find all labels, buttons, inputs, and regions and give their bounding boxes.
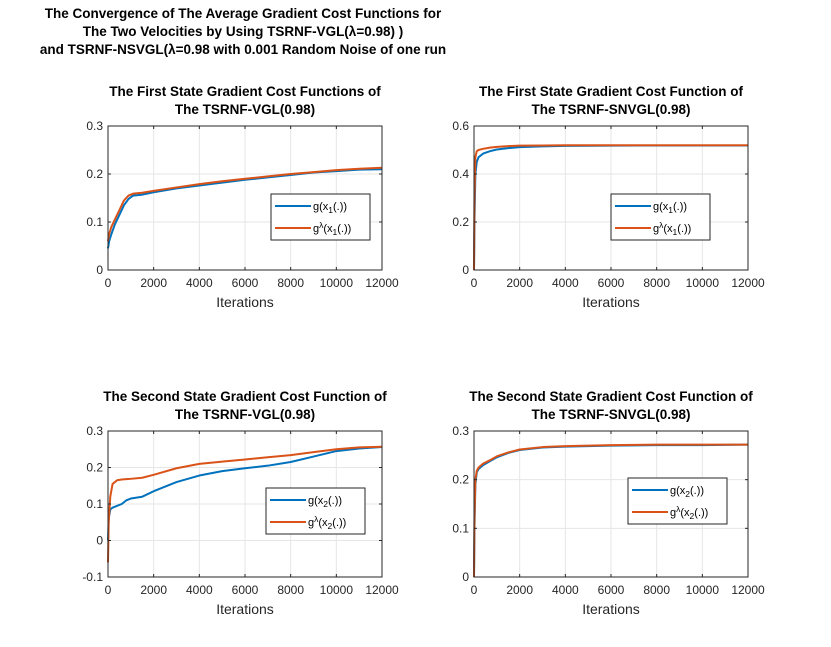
legend: g(x2(.)) gλ(x2(.)) <box>265 487 366 535</box>
legend: g(x2(.)) gλ(x2(.)) <box>627 477 728 525</box>
legend-box <box>627 477 728 525</box>
legend-box <box>270 193 371 241</box>
subplot-grid: 0 2000 4000 6000 8000 10000 12000 0 0.1 0.2 0.3 The… <box>82 84 765 617</box>
legend-label-1: g(x2(.)) <box>670 485 704 499</box>
y-tick-label: 0.1 <box>452 521 469 535</box>
figure-suptitle-line-3: and TSRNF-NSVGL(λ=0.98 with 0.001 Random… <box>40 42 446 57</box>
x-axis-label: Iterations <box>582 294 640 310</box>
x-tick-label: 4000 <box>186 583 213 597</box>
legend-label-2: gλ(x1(.)) <box>313 220 351 237</box>
x-tick-label: 12000 <box>365 276 399 290</box>
y-tick-label: 0 <box>96 534 103 548</box>
y-tick-label: 0.2 <box>86 167 103 181</box>
subplot-title-line-2: The TSRNF-SNVGL(0.98) <box>531 407 690 422</box>
x-tick-label: 6000 <box>232 276 259 290</box>
subplot-4: 0 2000 4000 6000 8000 10000 12000 0 0.1 0.2 0.3 The… <box>452 389 765 617</box>
x-tick-label: 2000 <box>140 276 167 290</box>
figure-suptitle-line-1: The Convergence of The Average Gradient … <box>45 6 442 21</box>
y-tick-label: 0.2 <box>86 461 103 475</box>
x-tick-label: 6000 <box>598 276 625 290</box>
legend-label-2: gλ(x2(.)) <box>670 504 708 521</box>
x-tick-label: 12000 <box>731 276 765 290</box>
series-line-1 <box>107 446 383 541</box>
y-tick-label: 0 <box>462 570 469 584</box>
y-tick-label: 0 <box>96 263 103 277</box>
y-tick-label: 0.4 <box>452 167 469 181</box>
legend-box <box>610 193 711 241</box>
y-tick-label: 0.3 <box>452 424 469 438</box>
y-tick-label: 0.1 <box>86 215 103 229</box>
legend-label-1: g(x1(.)) <box>653 201 687 215</box>
x-tick-label: 4000 <box>186 276 213 290</box>
x-axis-label: Iterations <box>216 294 274 310</box>
x-tick-label: 6000 <box>232 583 259 597</box>
x-tick-label: 8000 <box>643 276 670 290</box>
legend-label-2: gλ(x1(.)) <box>653 220 691 237</box>
legend-label-1: g(x1(.)) <box>313 201 347 215</box>
x-tick-label: 2000 <box>506 276 533 290</box>
x-tick-label: 8000 <box>643 583 670 597</box>
subplot-title-line-2: The TSRNF-VGL(0.98) <box>175 407 315 422</box>
x-tick-label: 8000 <box>277 583 304 597</box>
subplot-title-line-1: The First State Gradient Cost Functions … <box>109 84 381 99</box>
x-tick-label: 10000 <box>686 583 720 597</box>
x-tick-label: 0 <box>105 583 112 597</box>
y-tick-label: 0.1 <box>86 497 103 511</box>
subplot-1: 0 2000 4000 6000 8000 10000 12000 0 0.1 0.2 0.3 The… <box>86 84 399 310</box>
x-tick-label: 10000 <box>686 276 720 290</box>
x-tick-label: 0 <box>471 583 478 597</box>
legend-box <box>265 487 366 535</box>
legend-label-1: g(x2(.)) <box>308 495 342 509</box>
subplot-title-line-2: The TSRNF-VGL(0.98) <box>175 102 315 117</box>
legend-label-2: gλ(x2(.)) <box>308 514 346 531</box>
series-line-2 <box>107 166 383 242</box>
y-tick-label: 0.3 <box>86 424 103 438</box>
x-axis-label: Iterations <box>582 601 640 617</box>
x-axis-label: Iterations <box>216 601 274 617</box>
y-tick-label: 0 <box>462 263 469 277</box>
figure-suptitle-line-2: The Two Velocities by Using TSRNF-VGL(λ=… <box>83 24 403 39</box>
x-tick-label: 0 <box>471 276 478 290</box>
x-tick-label: 0 <box>105 276 112 290</box>
x-tick-label: 2000 <box>140 583 167 597</box>
subplot-title-line-1: The Second State Gradient Cost Function … <box>103 389 387 404</box>
series-line-2 <box>473 443 748 578</box>
subplot-title-line-2: The TSRNF-SNVGL(0.98) <box>531 102 690 117</box>
x-tick-label: 4000 <box>552 276 579 290</box>
x-tick-label: 12000 <box>365 583 399 597</box>
x-tick-label: 10000 <box>320 583 354 597</box>
x-tick-label: 12000 <box>731 583 765 597</box>
series-line-2 <box>107 445 383 563</box>
x-tick-label: 6000 <box>598 583 625 597</box>
legend: g(x1(.)) gλ(x1(.)) <box>610 193 711 241</box>
x-tick-label: 2000 <box>506 583 533 597</box>
y-tick-label: 0.2 <box>452 473 469 487</box>
x-tick-label: 4000 <box>552 583 579 597</box>
legend: g(x1(.)) gλ(x1(.)) <box>270 193 371 241</box>
subplot-3: 0 2000 4000 6000 8000 10000 12000-0.100.10.20.… <box>82 389 399 617</box>
y-tick-label: 0.6 <box>452 119 469 133</box>
series-line-2 <box>473 144 748 271</box>
x-tick-label: 10000 <box>320 276 354 290</box>
subplot-title-line-1: The Second State Gradient Cost Function … <box>469 389 753 404</box>
y-tick-label: 0.2 <box>452 215 469 229</box>
subplot-title-line-1: The First State Gradient Cost Function o… <box>479 84 744 99</box>
y-tick-label: -0.1 <box>82 570 103 584</box>
subplot-2: 0 2000 4000 6000 8000 10000 12000 0 0.2 0.4 0.6 The… <box>452 84 765 310</box>
y-tick-label: 0.3 <box>86 119 103 133</box>
x-tick-label: 8000 <box>277 276 304 290</box>
